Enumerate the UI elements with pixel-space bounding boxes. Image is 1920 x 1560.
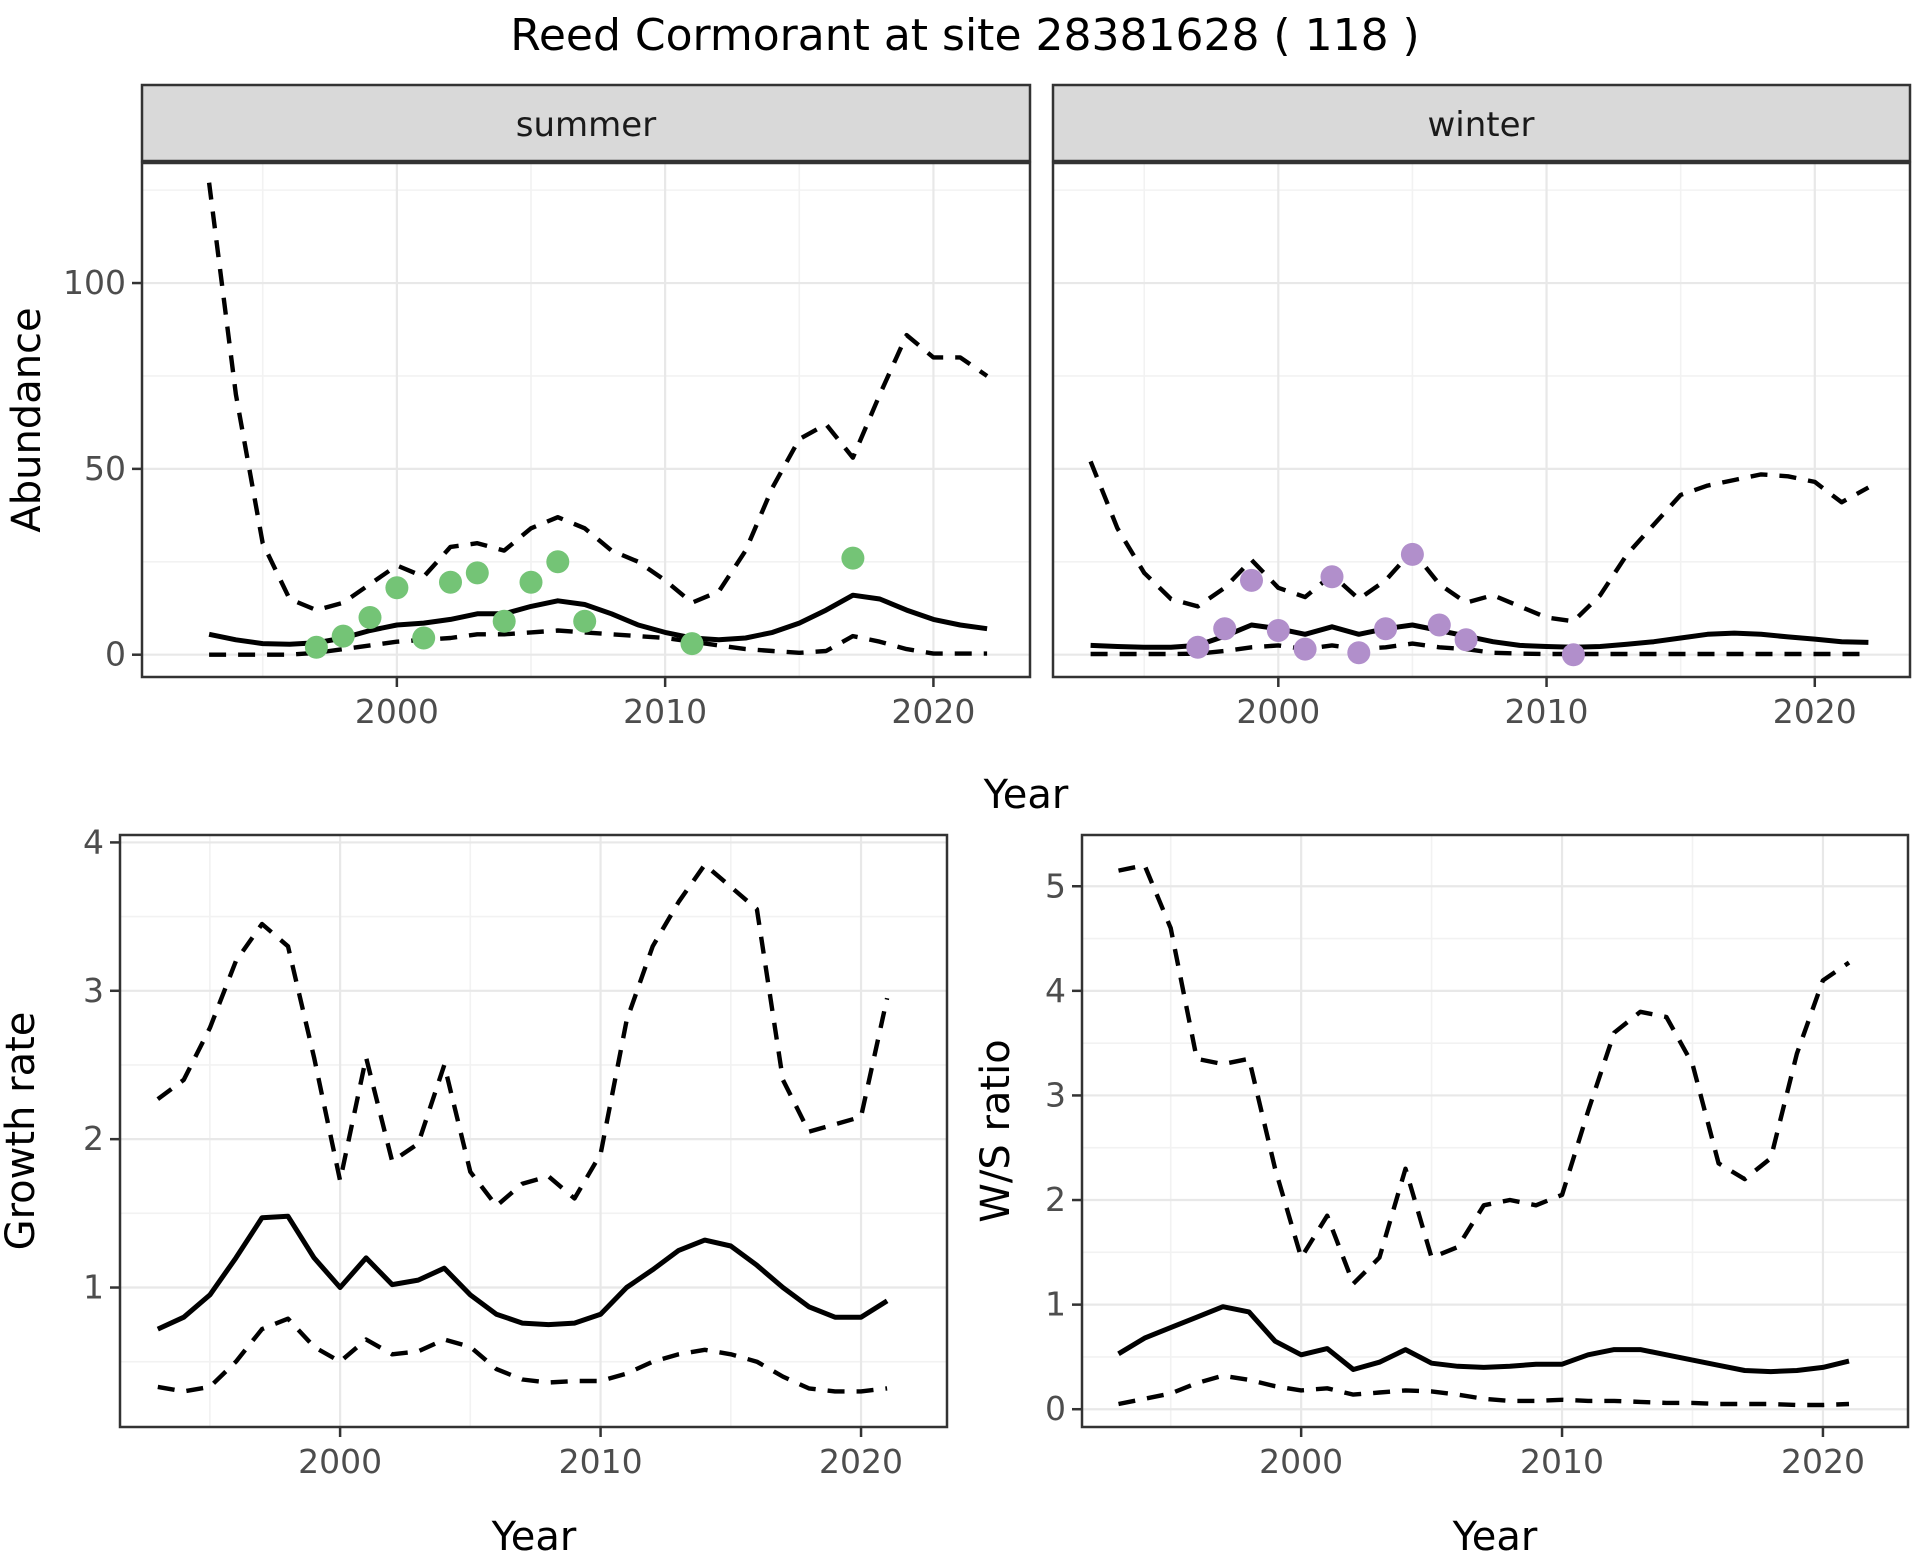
- ws_ratio-upper_95ci-line: [1118, 863, 1851, 1286]
- panel-data: [1117, 863, 1851, 1408]
- ws_ratio-mean-line: [1117, 1304, 1850, 1375]
- panel-background: [120, 835, 947, 1427]
- facet-strip-summer: [140, 83, 1032, 163]
- facet-strip-label-winter: winter: [1427, 105, 1534, 145]
- y-tick-label: 100: [63, 263, 126, 302]
- y-tick-label: 3: [83, 971, 104, 1010]
- growth_rate-upper_95ci-line: [156, 862, 890, 1209]
- abundance_summer-observed-point: [573, 609, 597, 633]
- x-tick-label: 2010: [1505, 692, 1589, 731]
- x-tick-label: 2000: [1259, 1442, 1343, 1481]
- abundance_winter-observed-point: [1374, 617, 1398, 641]
- panel-border: [140, 161, 1032, 679]
- abundance_winter-observed-point: [1427, 613, 1451, 637]
- y-tick-label: 5: [1045, 866, 1066, 905]
- y-axis-label-growth-rate: Growth rate: [0, 1012, 44, 1251]
- x-tick-label: 2020: [891, 692, 975, 731]
- panel-border: [118, 833, 949, 1429]
- x-tick-label: 2000: [1236, 692, 1320, 731]
- panel-background: [142, 163, 1030, 677]
- abundance_summer-lower_95ci-line: [209, 628, 988, 657]
- y-tick-label: 1: [1045, 1285, 1066, 1324]
- abundance_summer-observed-point: [304, 635, 328, 659]
- x-tick-label: 2000: [298, 1442, 382, 1481]
- abundance_winter-observed-point: [1240, 568, 1263, 592]
- panel-border: [1051, 161, 1912, 679]
- x-tick-label: 2010: [559, 1442, 643, 1481]
- abundance_winter-observed-point: [1347, 641, 1371, 665]
- abundance_summer-observed-point: [465, 561, 489, 585]
- panel-ws_ratio: 2000 2010 2020 0 1 2 3 4 5: [1045, 833, 1910, 1481]
- abundance_summer-observed-point: [385, 576, 409, 600]
- panel-growth_rate: 2000 2010 2020 1 2 3 4: [83, 822, 949, 1481]
- y-tick-label: 4: [83, 822, 104, 861]
- y-axis-label-abundance: Abundance: [4, 307, 50, 532]
- abundance_summer-observed-point: [412, 626, 436, 650]
- abundance_winter-lower_95ci-line: [1090, 641, 1869, 657]
- y-tick-label: 0: [105, 635, 126, 674]
- abundance_summer-observed-point: [546, 550, 570, 574]
- facet-strip-label-summer: summer: [516, 105, 656, 145]
- x-tick-label: 2010: [623, 692, 707, 731]
- y-tick-label: 4: [1045, 971, 1066, 1010]
- y-tick-label: 3: [1045, 1075, 1066, 1114]
- y-tick-label: 2: [1045, 1180, 1066, 1219]
- panel-abundance_winter: 2000 2010 2020: [1051, 161, 1912, 731]
- growth_rate-lower_95ci-line: [157, 1316, 888, 1394]
- abundance_summer-observed-point: [841, 546, 865, 570]
- abundance_summer-observed-point: [331, 624, 355, 648]
- x-axis-label-growth-rate: Year: [491, 1514, 577, 1560]
- abundance_summer-upper_95ci-line: [206, 182, 989, 613]
- abundance_winter-observed-point: [1454, 628, 1478, 652]
- panel-border: [1080, 833, 1910, 1429]
- abundance_winter-observed-point: [1266, 619, 1290, 642]
- panel-background: [1053, 163, 1910, 677]
- ws_ratio-lower_95ci-line: [1118, 1373, 1850, 1408]
- abundance_winter-observed-point: [1320, 565, 1344, 589]
- x-tick-label: 2010: [1520, 1442, 1604, 1481]
- x-tick-label: 2020: [1773, 692, 1857, 731]
- abundance_winter-observed-point: [1186, 635, 1210, 659]
- abundance_winter-observed-point: [1213, 617, 1237, 641]
- panel-abundance_summer: 2000 2010 2020 0 50 100: [63, 161, 1032, 731]
- panel-data: [206, 182, 989, 659]
- abundance_summer-observed-point: [680, 632, 704, 656]
- x-tick-label: 2020: [819, 1442, 903, 1481]
- abundance_summer-observed-point: [439, 570, 462, 594]
- abundance_summer-observed-point: [358, 606, 382, 629]
- y-tick-label: 0: [1045, 1389, 1066, 1428]
- y-tick-label: 50: [84, 449, 126, 488]
- y-tick-label: 2: [83, 1119, 104, 1158]
- x-tick-label: 2020: [1781, 1442, 1865, 1481]
- plot-title: Reed Cormorant at site 28381628 ( 118 ): [510, 10, 1419, 61]
- abundance_winter-observed-point: [1561, 643, 1585, 667]
- abundance_summer-observed-point: [519, 570, 543, 594]
- facet-strip-winter: [1051, 83, 1912, 163]
- panel-data: [1088, 460, 1870, 667]
- abundance_winter-observed-point: [1400, 542, 1424, 566]
- abundance_winter-observed-point: [1293, 637, 1317, 661]
- x-tick-label: 2000: [355, 692, 439, 731]
- x-axis-label-top: Year: [983, 772, 1069, 818]
- panel-background: [1082, 835, 1908, 1427]
- y-tick-label: 1: [83, 1268, 104, 1307]
- panel-data: [156, 862, 890, 1394]
- x-axis-label-ws-ratio: Year: [1452, 1514, 1538, 1560]
- abundance_winter-upper_95ci-line: [1088, 460, 1870, 624]
- y-axis-label-ws-ratio: W/S ratio: [973, 1039, 1019, 1222]
- abundance_summer-observed-point: [492, 609, 516, 633]
- growth_rate-mean-line: [156, 1213, 889, 1332]
